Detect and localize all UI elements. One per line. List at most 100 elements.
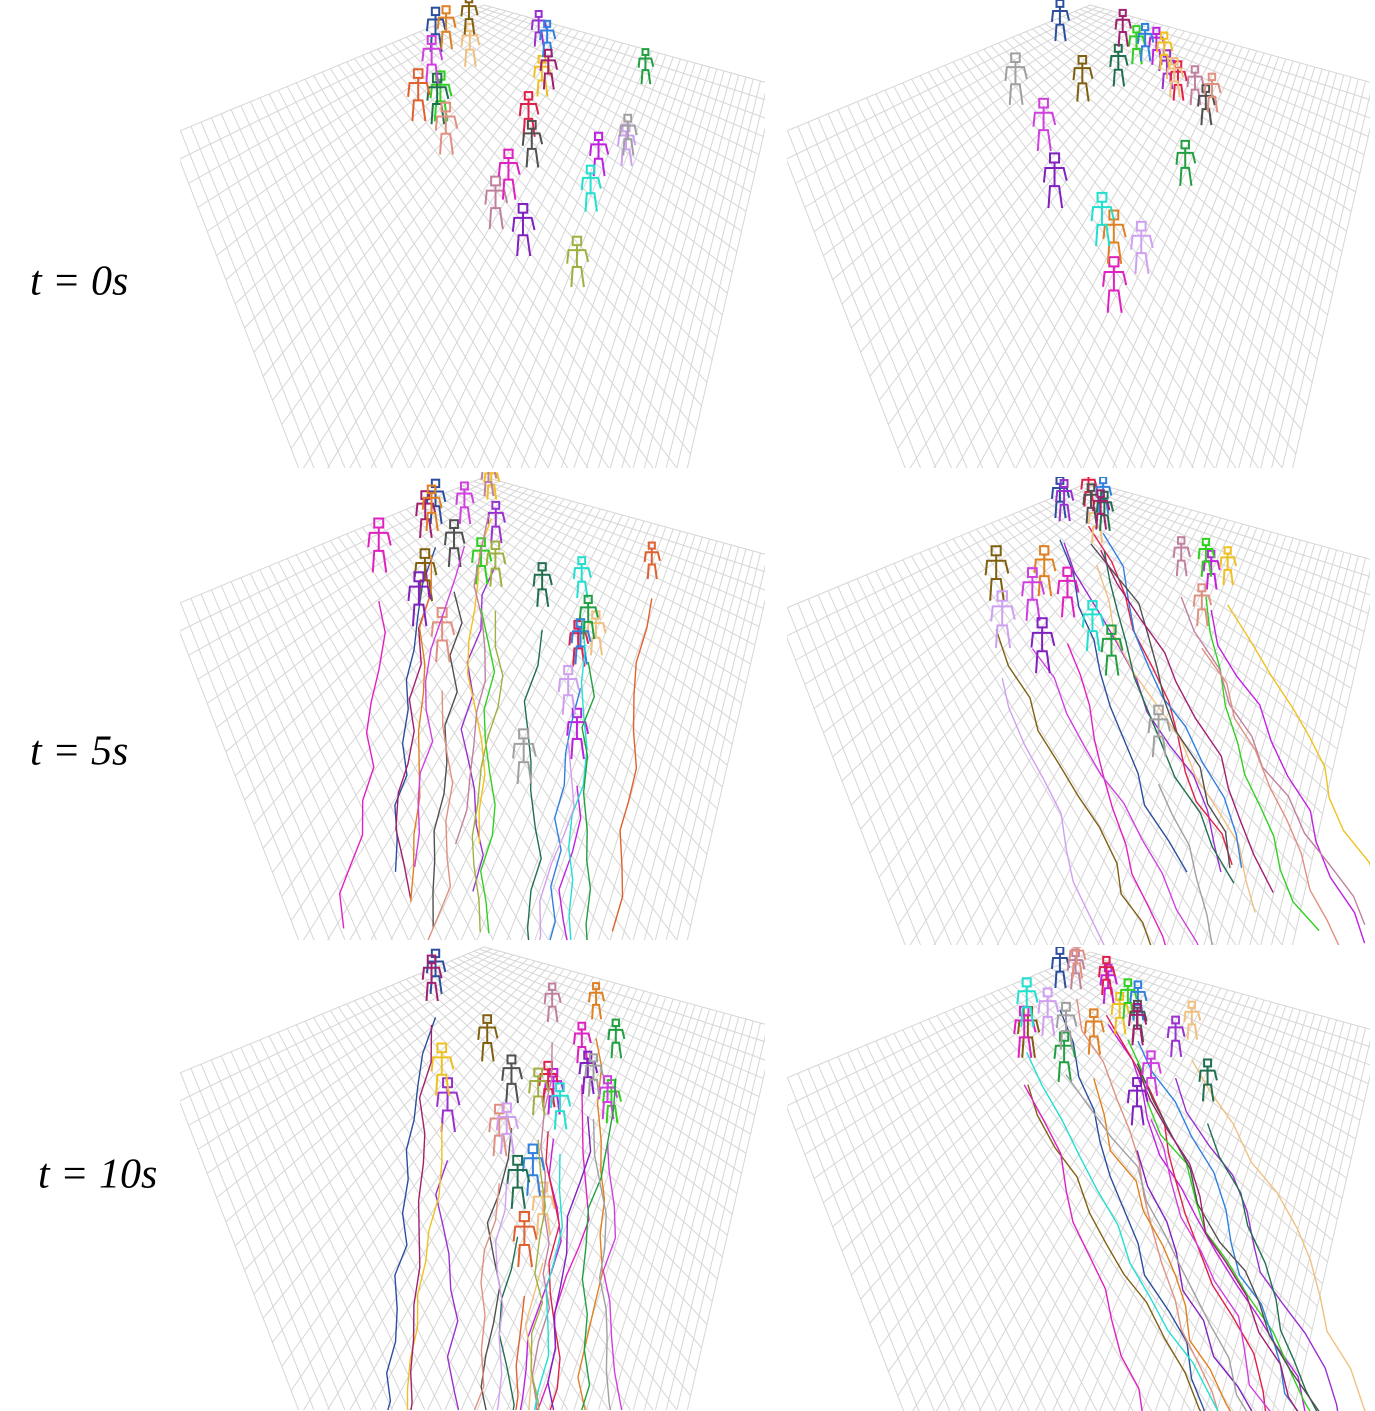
grid-line	[326, 976, 594, 1410]
stick-figure	[1109, 43, 1129, 87]
arms	[539, 29, 557, 41]
grid-line	[268, 565, 459, 940]
legs	[411, 99, 427, 122]
arms	[1186, 75, 1205, 88]
legs	[488, 207, 504, 230]
grid-line	[902, 1029, 1116, 1411]
grid-line	[875, 93, 1065, 468]
arms	[1092, 499, 1111, 512]
grid-line	[797, 1073, 935, 1411]
legs	[572, 647, 586, 667]
grid-line	[338, 536, 610, 940]
trajectory	[406, 1122, 443, 1410]
grid-line	[936, 68, 1195, 468]
grid-line	[928, 548, 1175, 945]
grid-line	[847, 105, 1016, 468]
grid-line	[188, 480, 499, 656]
grid-line	[817, 1064, 966, 1411]
grid-line	[1153, 537, 1294, 945]
arms	[984, 559, 1010, 576]
trajectory	[1066, 643, 1167, 945]
stick-figure	[1083, 1008, 1105, 1055]
stick-figure	[480, 472, 498, 497]
grid-line	[329, 540, 589, 940]
grid-line	[1082, 527, 1258, 945]
head	[1084, 477, 1093, 478]
stick-figure	[443, 519, 466, 568]
arms	[1066, 959, 1086, 971]
grid-line	[804, 957, 1113, 1155]
trajectory	[523, 629, 543, 940]
grid-line	[585, 66, 711, 468]
head	[1160, 31, 1169, 40]
legs	[1200, 560, 1213, 577]
arms	[1037, 1000, 1060, 1014]
grid-line	[1141, 1005, 1287, 1411]
grid-line	[427, 44, 631, 468]
grid-line	[390, 40, 616, 468]
grid-line	[823, 961, 1127, 1204]
legs	[1106, 241, 1123, 265]
grid-line	[1097, 529, 1265, 945]
arms	[1172, 546, 1191, 559]
grid-line	[304, 1020, 530, 1410]
grid-line	[847, 1052, 1014, 1411]
head	[1207, 72, 1217, 82]
grid-line	[225, 958, 529, 1223]
arms	[421, 496, 443, 510]
legs	[481, 1041, 495, 1062]
grid-line	[1261, 1025, 1359, 1411]
arms	[495, 1115, 519, 1131]
head	[523, 91, 534, 101]
trajectory	[1100, 549, 1274, 893]
grid-line	[632, 546, 740, 940]
head	[1118, 8, 1127, 18]
legs	[483, 481, 495, 497]
grid-line	[338, 64, 610, 468]
time-label: t = 10s	[38, 1152, 157, 1198]
arms	[1130, 234, 1154, 250]
stick-figure	[1203, 72, 1222, 113]
grid-line	[230, 581, 393, 940]
arms	[1081, 613, 1105, 628]
grid-line	[268, 1035, 459, 1410]
arms	[506, 1169, 531, 1185]
grid-line	[795, 955, 1105, 1131]
legs	[1095, 223, 1111, 247]
grid-line	[585, 538, 711, 940]
legs	[582, 1076, 595, 1095]
legs	[440, 30, 454, 50]
arms	[1169, 70, 1188, 83]
grid-line	[200, 121, 346, 468]
stick-figure	[543, 982, 562, 1023]
arms	[421, 47, 444, 62]
grid-line	[560, 534, 696, 940]
grid-line	[180, 602, 315, 940]
grid-line	[1226, 549, 1338, 945]
legs	[1054, 970, 1067, 989]
grid-line	[823, 491, 1127, 734]
stick-figure	[1147, 704, 1171, 758]
arms	[1055, 490, 1075, 503]
grid-line	[797, 126, 937, 468]
grid-line	[597, 540, 718, 940]
grid-line	[286, 1028, 494, 1410]
legs	[570, 265, 585, 288]
grid-line	[1082, 50, 1258, 468]
arms	[1050, 9, 1071, 23]
grid-line	[1260, 555, 1359, 945]
trajectory	[1105, 1014, 1267, 1411]
legs	[587, 1078, 601, 1097]
legs	[1206, 95, 1219, 113]
legs	[553, 1110, 568, 1130]
grid-line	[220, 1055, 377, 1410]
grid-line	[823, 14, 1127, 257]
stick-figure	[984, 545, 1010, 601]
grid-line	[665, 1022, 761, 1410]
stick-figure	[1175, 139, 1197, 186]
grid-line	[1090, 4, 1370, 83]
arms	[1128, 35, 1146, 47]
legs	[489, 567, 503, 587]
grid-line	[807, 121, 952, 468]
grid-line	[506, 996, 667, 1410]
